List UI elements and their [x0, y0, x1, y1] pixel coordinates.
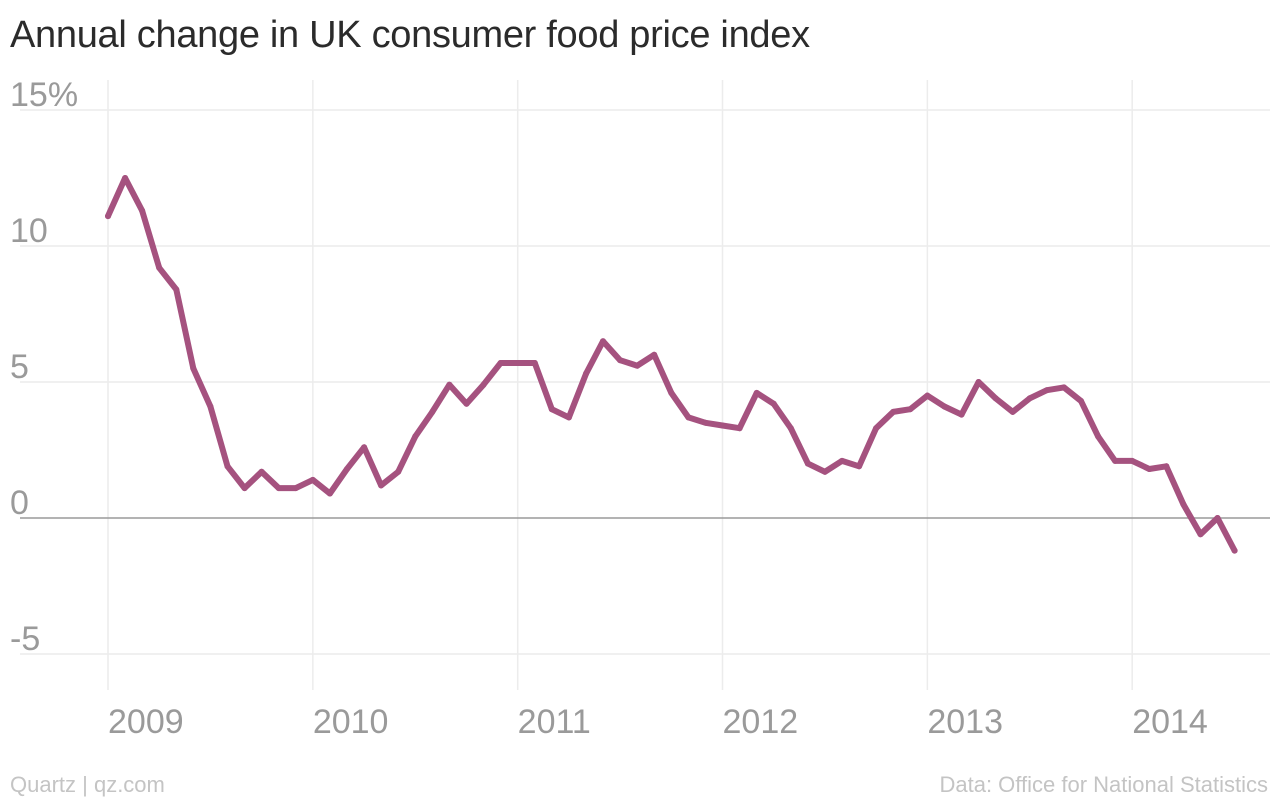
x-tick-label: 2010: [313, 703, 389, 741]
data-point: [378, 482, 385, 489]
data-point: [190, 365, 197, 372]
data-point: [753, 389, 760, 396]
x-tick-label: 2011: [518, 703, 591, 741]
y-tick-label: 5: [10, 348, 29, 386]
data-point: [839, 457, 845, 464]
data-point: [1009, 408, 1016, 415]
data-point: [224, 463, 231, 470]
data-point: [531, 360, 538, 366]
y-tick-label: 10: [10, 212, 48, 250]
data-point: [1163, 463, 1170, 470]
data-point: [446, 381, 453, 388]
data-point: [480, 381, 487, 388]
x-tick-label: 2009: [108, 703, 184, 741]
data-point: [173, 286, 180, 293]
footer-credit: Quartz | qz.com: [10, 772, 165, 797]
data-point: [548, 406, 555, 413]
data-point: [787, 425, 794, 432]
data-point: [105, 213, 111, 220]
data-point: [600, 338, 606, 345]
data-point: [1060, 384, 1067, 391]
axis-tick-labels: 2009 2010 2011 2012 2013 2014 -5 0 5 10 15%: [10, 76, 1208, 741]
data-point: [804, 460, 811, 467]
data-point: [156, 264, 163, 271]
data-point: [873, 425, 880, 432]
data-point: [821, 468, 828, 475]
data-point: [565, 414, 572, 421]
data-point: [992, 395, 999, 402]
data-point: [1043, 387, 1050, 394]
data-point: [361, 444, 368, 451]
y-tick-label: -5: [10, 620, 40, 658]
data-point: [326, 490, 333, 497]
data-point: [258, 468, 265, 475]
y-tick-label: 0: [10, 484, 29, 522]
data-point: [1078, 398, 1084, 404]
data-point: [1095, 433, 1102, 440]
data-point: [736, 425, 743, 432]
data-point: [941, 403, 948, 410]
series-layer: [105, 175, 1238, 554]
data-point: [583, 370, 589, 377]
data-point: [344, 466, 350, 472]
footer-source: Data: Office for National Statistics: [939, 772, 1268, 797]
y-tick-label: 15%: [10, 76, 78, 114]
data-point: [668, 389, 675, 396]
data-point: [514, 360, 521, 366]
data-point: [924, 392, 931, 399]
data-point: [702, 419, 709, 426]
data-point: [1146, 466, 1153, 472]
data-point: [429, 408, 436, 415]
data-point: [685, 414, 692, 421]
data-point: [275, 485, 282, 492]
data-point: [207, 403, 214, 410]
data-point: [309, 476, 316, 483]
data-point: [1026, 395, 1033, 402]
data-point: [497, 360, 504, 366]
data-point: [122, 175, 129, 181]
data-point: [1180, 501, 1187, 508]
data-point: [975, 379, 982, 385]
data-point: [907, 406, 914, 413]
data-point: [719, 422, 726, 429]
data-point: [1231, 547, 1238, 554]
series-line: [105, 175, 1238, 554]
data-point: [1112, 457, 1119, 464]
data-point: [1129, 457, 1136, 464]
x-tick-label: 2013: [927, 703, 1003, 741]
x-tick-label: 2014: [1132, 703, 1208, 741]
data-point: [856, 463, 863, 470]
data-point: [241, 485, 248, 492]
data-point: [412, 433, 419, 440]
grid-lines: [20, 80, 1270, 690]
data-point: [617, 357, 624, 364]
data-point: [890, 408, 897, 415]
data-point: [292, 485, 299, 492]
x-tick-label: 2012: [723, 703, 799, 741]
data-point: [651, 351, 658, 358]
data-point: [1214, 515, 1221, 521]
data-point: [395, 468, 402, 475]
data-point: [1197, 531, 1204, 538]
chart-title: Annual change in UK consumer food price …: [10, 14, 810, 56]
data-point: [139, 207, 146, 214]
data-point: [463, 400, 470, 407]
data-point: [634, 362, 641, 369]
data-point: [958, 411, 965, 418]
data-point: [770, 400, 777, 407]
